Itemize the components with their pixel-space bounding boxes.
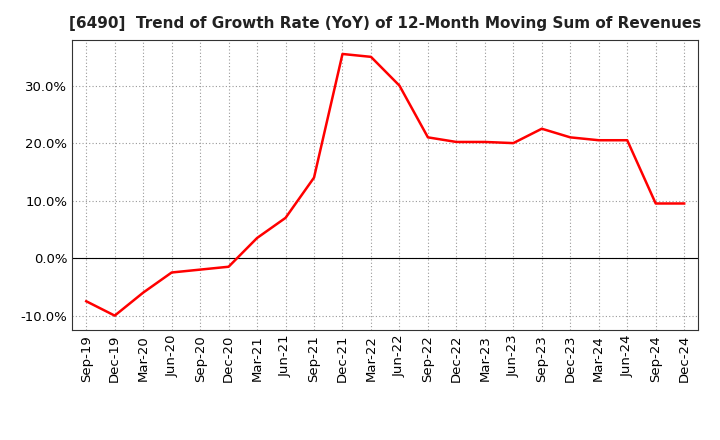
Title: [6490]  Trend of Growth Rate (YoY) of 12-Month Moving Sum of Revenues: [6490] Trend of Growth Rate (YoY) of 12-…: [69, 16, 701, 32]
